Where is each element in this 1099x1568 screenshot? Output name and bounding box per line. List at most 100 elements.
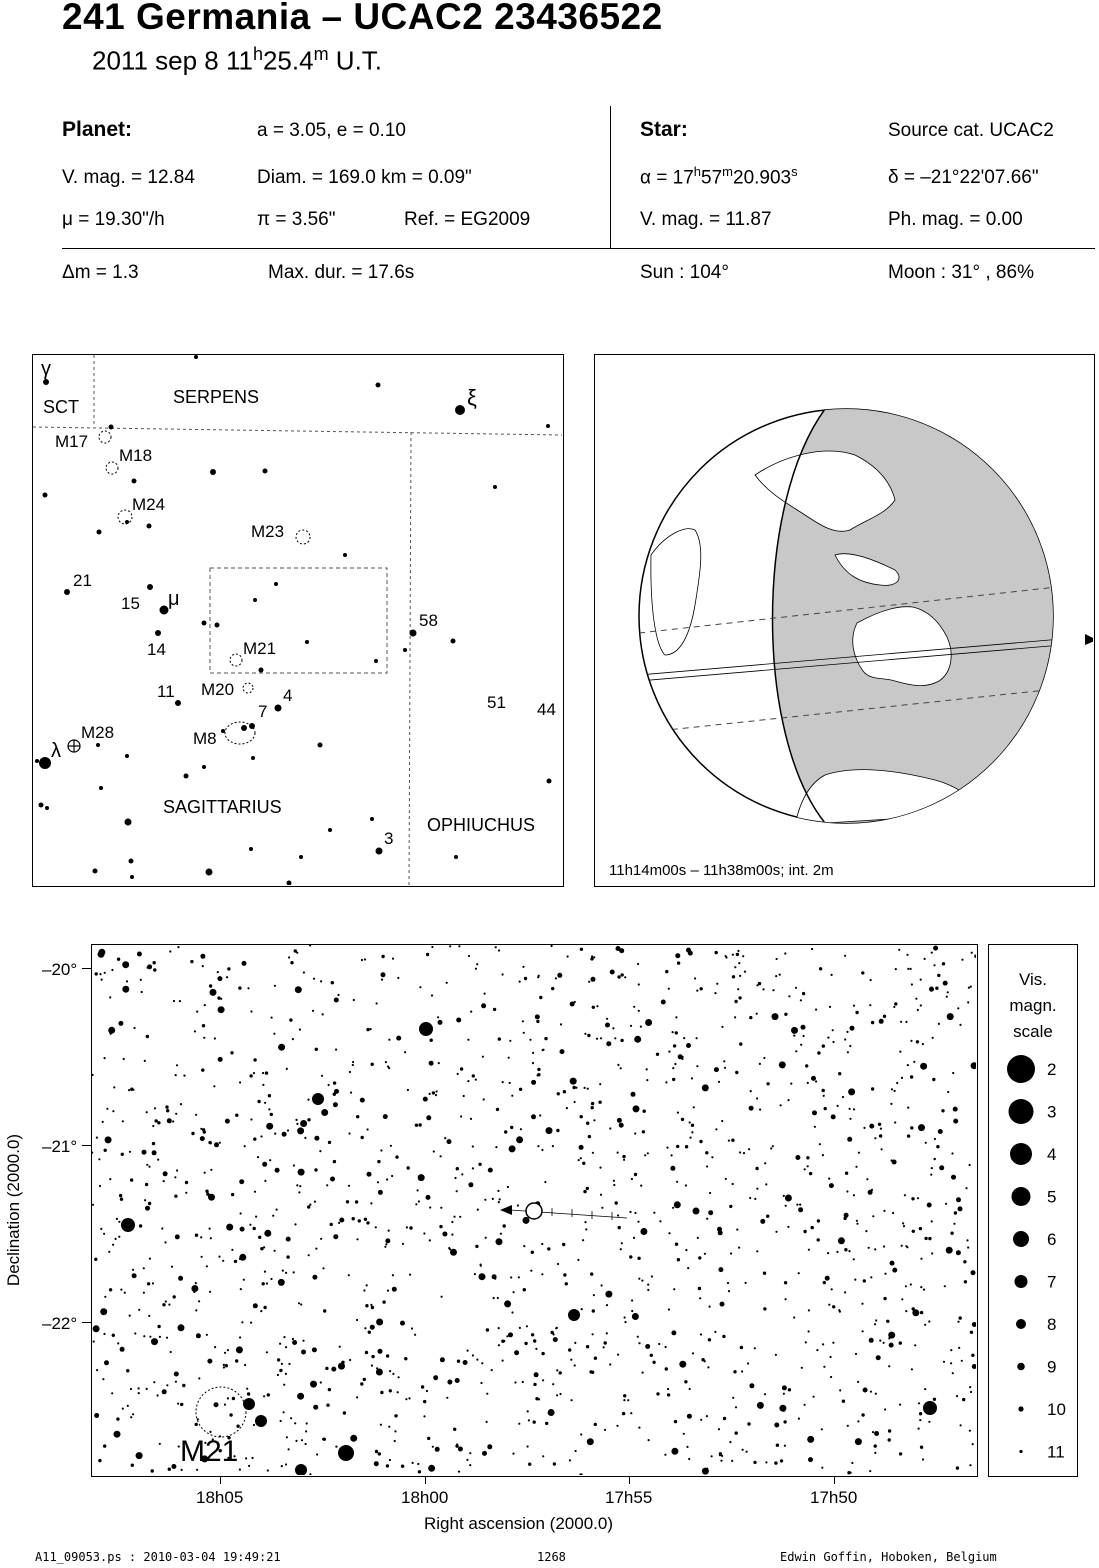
detail-star [570,1358,573,1361]
finder-star [210,469,216,475]
detail-star [942,980,948,986]
detail-star [457,1470,461,1473]
detail-star [405,1226,408,1229]
detail-star [649,1353,653,1357]
detail-star [332,1159,337,1164]
detail-star [849,1117,852,1120]
detail-star [953,1222,956,1225]
ra-tick-mark [834,1476,835,1484]
detail-star [490,1369,493,1372]
detail-star [166,1118,172,1124]
detail-star [100,978,103,981]
detail-star [448,1382,451,1385]
detail-star [778,1061,786,1069]
detail-star [919,1419,922,1422]
detail-star [664,1345,667,1349]
detail-star [639,1025,643,1028]
detail-star [455,1444,459,1448]
detail-star [828,1183,834,1189]
const-sct: SCT [43,397,79,417]
detail-star [297,1127,305,1135]
detail-star [492,1297,495,1300]
detail-star [623,1394,627,1398]
ra-tick-mark [629,1476,630,1484]
detail-star [724,1177,727,1180]
detail-star [370,1303,373,1306]
detail-star [113,1086,116,1089]
detail-star [204,1441,207,1444]
detail-star [497,1327,500,1330]
detail-star [266,1469,269,1472]
detail-star [256,1156,260,1159]
detail-star [200,1127,203,1130]
detail-star [349,1358,352,1362]
detail-star [852,1194,856,1197]
detail-star [483,992,486,995]
detail-star [91,1073,94,1076]
label-mu: μ [168,588,180,610]
detail-star [391,1174,394,1178]
detail-star [320,1237,323,1240]
detail-star [583,1189,587,1194]
detail-star [408,1397,411,1400]
finder-star [159,605,169,615]
detail-star [741,1370,744,1373]
detail-star [640,1228,648,1235]
detail-star [824,1275,830,1281]
detail-star [919,1004,922,1007]
detail-star [956,1197,961,1203]
detail-star [580,1433,583,1436]
detail-star [458,945,461,948]
finder-star [305,640,309,644]
detail-star [541,1273,544,1276]
detail-star [218,1141,221,1144]
detail-star [482,1098,485,1101]
detail-star [589,1370,593,1374]
detail-star [943,1285,946,1288]
detail-star [525,1342,528,1345]
detail-star [670,1165,676,1171]
detail-star [796,1203,799,1206]
detail-star [166,1109,170,1113]
detail-star [774,1422,780,1428]
detail-star [497,1037,501,1041]
detail-star [203,1004,206,1007]
detail-star [431,1091,436,1095]
detail-star [887,1429,892,1433]
detail-star [414,1123,419,1127]
detail-star [721,1119,724,1123]
detail-star [384,1061,387,1064]
detail-star [374,1449,379,1454]
detail-star [783,1444,787,1447]
m21-cluster-marker [195,1386,247,1438]
detail-star [832,1040,835,1044]
detail-star [920,1257,923,1260]
scale-label: 5 [1047,1188,1056,1207]
detail-star [749,1383,755,1389]
detail-star [270,1016,273,1019]
finder-chart: SCT SERPENS SAGITTARIUS OPHIUCHUS γ ξ M1… [32,354,564,887]
detail-star [836,1104,839,1107]
detail-star [360,1382,364,1386]
detail-star [224,1364,228,1368]
detail-star [363,1217,368,1221]
detail-star [646,1152,649,1155]
detail-star [699,1297,702,1300]
detail-star [429,1206,432,1209]
detail-star [178,1000,181,1003]
detail-star [531,1079,537,1085]
dec-tick-21: –21° [42,1137,78,1156]
detail-star [586,1087,589,1090]
detail-star [673,1201,681,1209]
path-limit-south [639,686,1053,734]
detail-star [200,1255,203,1258]
detail-star [393,1439,396,1443]
detail-star [619,1067,622,1070]
detail-star [799,1203,802,1206]
detail-star [918,1124,925,1132]
detail-star [446,1139,452,1145]
detail-star [753,1460,757,1465]
detail-star [98,948,106,956]
finder-star [43,379,49,385]
detail-star-bright [295,1464,307,1476]
